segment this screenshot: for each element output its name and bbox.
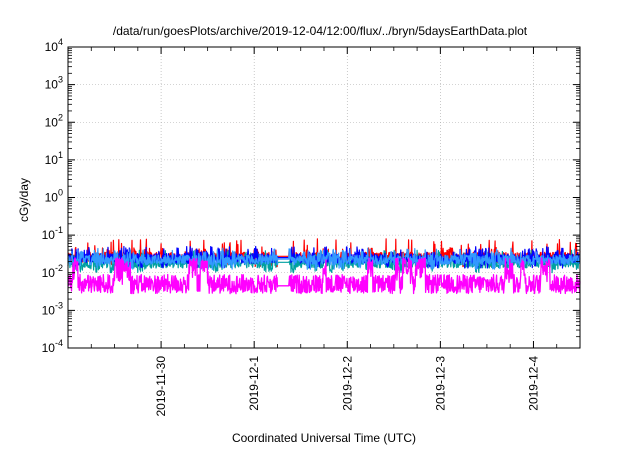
y-tick-label: 100 (45, 188, 63, 205)
x-tick-label: 2019-12-2 (340, 356, 354, 411)
y-tick-label: 102 (45, 112, 63, 129)
x-tick-label: 2019-11-30 (154, 356, 168, 417)
x-tick-label: 2019-12-1 (247, 356, 261, 411)
x-tick-label: 2019-12-4 (526, 356, 540, 411)
series-line (67, 257, 581, 295)
series-layer (67, 238, 581, 295)
y-tick-label: 101 (45, 150, 63, 167)
x-axis-label: Coordinated Universal Time (UTC) (232, 431, 416, 445)
y-tick-label: 10-2 (42, 263, 63, 280)
series-line (67, 247, 581, 270)
grid (68, 46, 580, 349)
x-tick-label: 2019-12-3 (433, 356, 447, 411)
y-tick-label: 10-4 (42, 338, 63, 355)
y-axis-label: cGy/day (17, 178, 31, 222)
ticks: 104 103 102 101 100 10-1 10-2 10-3 10-4 2019-11-3… (42, 37, 581, 417)
y-tick-label: 10-3 (42, 300, 63, 317)
y-tick-label: 104 (45, 37, 63, 54)
y-tick-label: 103 (45, 75, 63, 92)
chart-title: /data/run/goesPlots/archive/2019-12-04/1… (113, 24, 528, 38)
y-tick-label: 10-1 (42, 225, 63, 242)
